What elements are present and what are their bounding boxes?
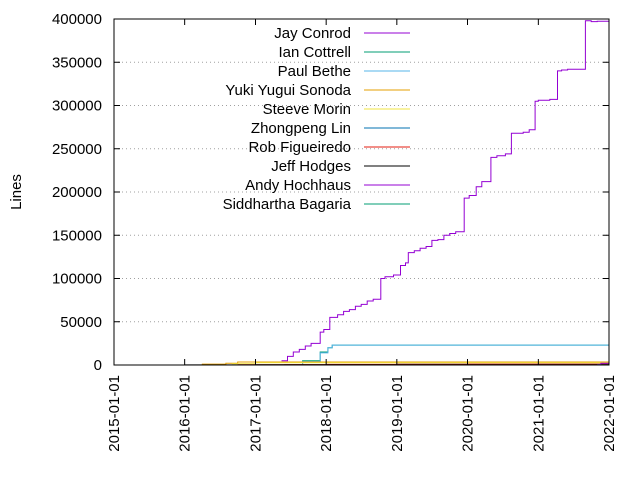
legend-label: Jay Conrod bbox=[274, 25, 351, 42]
y-tick-label: 250000 bbox=[52, 141, 102, 158]
legend-label: Jeff Hodges bbox=[271, 158, 351, 175]
y-tick-label: 150000 bbox=[52, 227, 102, 244]
y-tick-label: 50000 bbox=[60, 314, 102, 331]
y-tick-label: 200000 bbox=[52, 184, 102, 201]
x-tick-label: 2016-01-01 bbox=[177, 375, 194, 452]
series-line-4 bbox=[231, 362, 609, 365]
legend-label: Ian Cottrell bbox=[278, 44, 351, 61]
y-tick-label: 300000 bbox=[52, 98, 102, 115]
x-tick-label: 2015-01-01 bbox=[106, 375, 123, 452]
legend: Jay Conrod Ian Cottrell Paul Bethe Yuki Yug… bbox=[223, 25, 410, 213]
legend-label: Paul Bethe bbox=[278, 63, 351, 80]
x-tick-label: 2022-01-01 bbox=[601, 375, 618, 452]
series-line-0 bbox=[281, 20, 610, 362]
x-tick-label: 2018-01-01 bbox=[318, 375, 335, 452]
x-tick-label: 2021-01-01 bbox=[530, 375, 547, 452]
y-axis-label: Lines bbox=[8, 174, 25, 210]
legend-label: Zhongpeng Lin bbox=[251, 120, 351, 137]
y-tick-label: 100000 bbox=[52, 271, 102, 288]
y-tick-label: 400000 bbox=[52, 11, 102, 28]
series-lines bbox=[166, 20, 610, 366]
x-tick-label: 2017-01-01 bbox=[248, 375, 265, 452]
legend-label: Yuki Yugui Sonoda bbox=[225, 82, 351, 99]
legend-label: Rob Figueiredo bbox=[248, 139, 351, 156]
gridlines bbox=[114, 61, 609, 323]
y-tick-label: 350000 bbox=[52, 54, 102, 71]
x-axis: 2015-01-01 2016-01-01 2017-01-01 2018-01-01… bbox=[106, 19, 618, 452]
legend-label: Steeve Morin bbox=[263, 101, 351, 118]
y-tick-label: 0 bbox=[94, 357, 102, 374]
y-axis: 0 50000 100000 150000 200000 250000 300000 3500… bbox=[52, 11, 609, 374]
legend-label: Siddhartha Bagaria bbox=[223, 196, 352, 213]
legend-label: Andy Hochhaus bbox=[245, 177, 351, 194]
x-tick-label: 2020-01-01 bbox=[459, 375, 476, 452]
x-tick-label: 2019-01-01 bbox=[389, 375, 406, 452]
